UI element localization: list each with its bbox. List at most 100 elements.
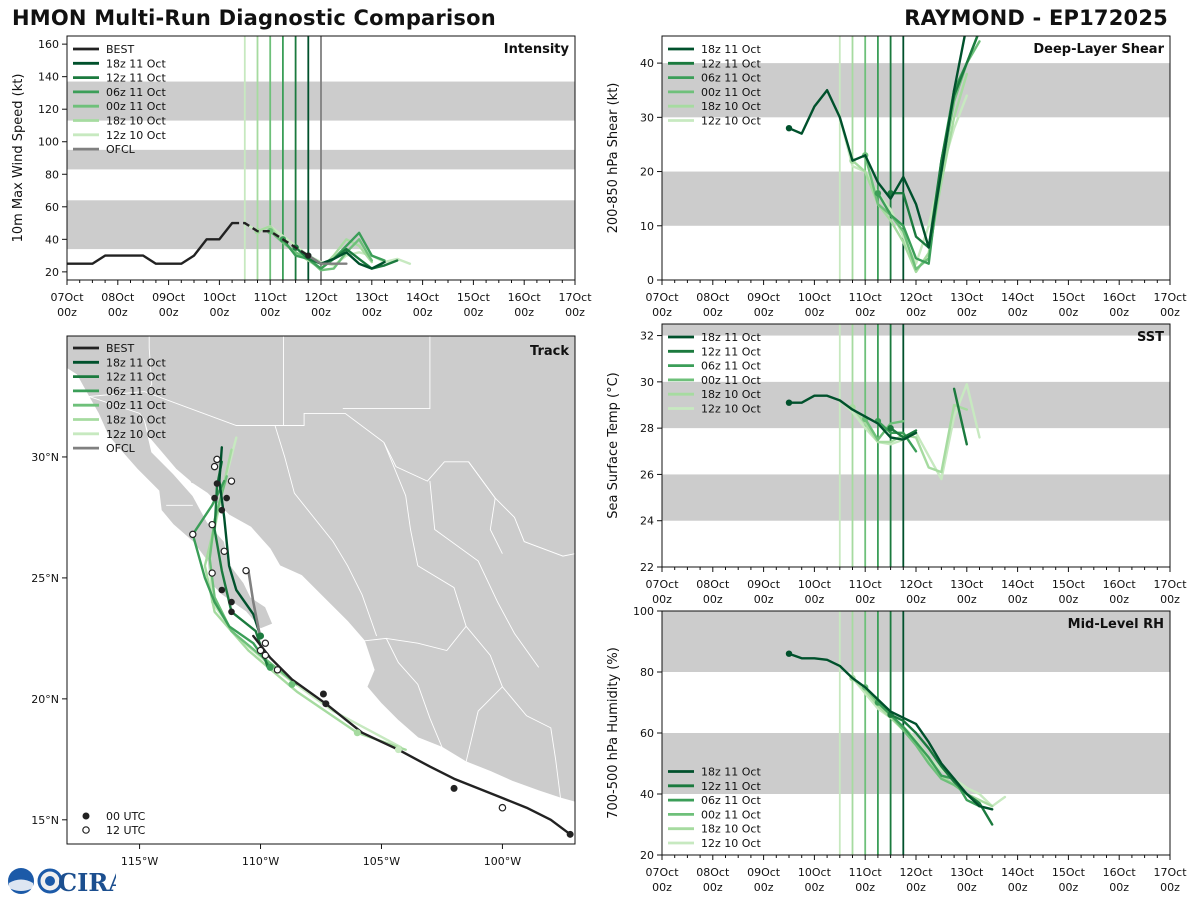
sst-xtick-label-2: 09Oct bbox=[747, 578, 781, 591]
sst-legend-label-4: 18z 10 Oct bbox=[701, 388, 761, 401]
track-00utc-point-4 bbox=[211, 494, 218, 502]
island-2 bbox=[53, 373, 57, 377]
intensity-series-ofcl bbox=[307, 254, 348, 265]
intensity-xtick-sublabel-1: 00z bbox=[108, 306, 128, 319]
track-best-point-00utc-0 bbox=[566, 830, 574, 838]
sst-xtick-label-8: 15Oct bbox=[1052, 578, 1086, 591]
shear-xtick-sublabel-2: 00z bbox=[754, 306, 774, 319]
shear-band-0 bbox=[662, 171, 1170, 226]
shear-xtick-label-5: 12Oct bbox=[899, 291, 933, 304]
track-init-point-4 bbox=[257, 632, 265, 640]
rh-xtick-label-10: 17Oct bbox=[1153, 866, 1187, 879]
rh-xtick-label-0: 07Oct bbox=[645, 866, 679, 879]
intensity-best-latest-point bbox=[305, 252, 312, 259]
sst-xtick-label-7: 14Oct bbox=[1001, 578, 1035, 591]
rh-series-12z-11-oct bbox=[889, 713, 994, 826]
sst-xtick-sublabel-10: 00z bbox=[1160, 593, 1180, 606]
rh-panel: 07Oct 00z 08Oct 00z 09Oct 00z 10Oct 00z 11Oct 00z… bbox=[606, 605, 1187, 894]
track-12utc-point-2 bbox=[256, 646, 265, 655]
track-00utc-point-3 bbox=[218, 506, 226, 514]
sst-xtick-sublabel-1: 00z bbox=[703, 593, 723, 606]
intensity-ytick-label-7: 160 bbox=[38, 38, 59, 51]
rh-xtick-label-6: 13Oct bbox=[950, 866, 984, 879]
intensity-legend-label-7: OFCL bbox=[106, 143, 136, 156]
shear-ylabel: 200-850 hPa Shear (kt) bbox=[606, 83, 621, 234]
track-plot-area bbox=[53, 336, 575, 838]
rh-xtick-sublabel-6: 00z bbox=[957, 881, 977, 894]
shear-xtick-sublabel-3: 00z bbox=[805, 306, 825, 319]
track-ytick-label-0: 15°N bbox=[31, 814, 59, 827]
sst-legend-label-5: 12z 10 Oct bbox=[701, 403, 761, 416]
shear-xtick-sublabel-4: 00z bbox=[855, 306, 875, 319]
shear-xtick-sublabel-9: 00z bbox=[1109, 306, 1129, 319]
sst-band-0 bbox=[662, 474, 1170, 521]
storm-title: RAYMOND - EP172025 bbox=[904, 6, 1168, 30]
rh-legend-label-5: 12z 10 Oct bbox=[701, 837, 761, 850]
track-series-06z-11-oct bbox=[191, 479, 272, 669]
shear-title: Deep-Layer Shear bbox=[1033, 42, 1164, 57]
shear-xtick-label-1: 08Oct bbox=[696, 291, 730, 304]
rh-init-point-0 bbox=[785, 650, 793, 657]
shear-xtick-label-9: 16Oct bbox=[1103, 291, 1137, 304]
rh-xtick-sublabel-7: 00z bbox=[1008, 881, 1028, 894]
track-init-point-0 bbox=[394, 746, 402, 754]
rh-plot-area bbox=[662, 611, 1170, 855]
track-12utc-point-4 bbox=[242, 566, 250, 575]
track-12utc-point-3 bbox=[261, 639, 270, 647]
shear-init-point-2 bbox=[874, 190, 882, 197]
track-panel: 115°W 110°W 105°W 100°W 15°N 20°N 25°N 30°N Trac… bbox=[31, 335, 576, 868]
track-series-18z-11-oct bbox=[218, 446, 262, 638]
border-line-7 bbox=[364, 637, 443, 748]
intensity-title: Intensity bbox=[504, 42, 570, 57]
sst-series-12z-11-oct bbox=[889, 387, 968, 446]
intensity-xtick-sublabel-5: 00z bbox=[311, 306, 331, 319]
intensity-xtick-sublabel-0: 00z bbox=[57, 306, 77, 319]
intensity-xtick-label-5: 12Oct bbox=[304, 291, 338, 304]
track-legend-00utc-label: 00 UTC bbox=[106, 810, 146, 823]
shear-plot-area bbox=[662, 36, 1170, 280]
sst-init-point-1 bbox=[887, 424, 894, 432]
track-legend-label-0: BEST bbox=[106, 342, 134, 355]
rh-xtick-label-9: 16Oct bbox=[1103, 866, 1137, 879]
track-best-point-12utc-1 bbox=[498, 803, 507, 812]
sst-ytick-label-3: 28 bbox=[640, 422, 654, 435]
intensity-xtick-label-10: 17Oct bbox=[558, 291, 592, 304]
track-12utc-point-0 bbox=[273, 666, 282, 674]
track-init-point-3 bbox=[266, 663, 274, 671]
track-title: Track bbox=[530, 344, 569, 359]
intensity-xtick-sublabel-9: 00z bbox=[514, 306, 534, 319]
border-line-4 bbox=[274, 425, 378, 637]
track-12utc-point-9 bbox=[227, 477, 236, 485]
rh-legend-label-4: 18z 10 Oct bbox=[701, 823, 761, 836]
rh-legend-label-3: 00z 11 Oct bbox=[701, 808, 761, 821]
sst-xtick-label-5: 12Oct bbox=[899, 578, 933, 591]
sst-xtick-label-9: 16Oct bbox=[1103, 578, 1137, 591]
rh-xtick-sublabel-10: 00z bbox=[1160, 881, 1180, 894]
track-12utc-point-6 bbox=[208, 569, 216, 577]
intensity-xtick-label-8: 15Oct bbox=[457, 291, 491, 304]
rh-legend-label-0: 18z 11 Oct bbox=[701, 766, 761, 779]
rh-ytick-label-4: 100 bbox=[633, 605, 654, 618]
intensity-xtick-label-3: 10Oct bbox=[203, 291, 237, 304]
sst-panel: 07Oct 00z 08Oct 00z 09Oct 00z 10Oct 00z 11Oct 00z… bbox=[606, 323, 1187, 606]
track-legend-label-3: 06z 11 Oct bbox=[106, 385, 166, 398]
rh-series-06z-11-oct bbox=[876, 701, 981, 808]
rh-ytick-label-2: 60 bbox=[640, 727, 654, 740]
track-best-point-00utc-4 bbox=[322, 700, 330, 708]
border-line-3 bbox=[342, 336, 431, 410]
intensity-ytick-label-1: 40 bbox=[45, 233, 59, 246]
intensity-series-best bbox=[67, 221, 234, 265]
sst-xtick-sublabel-7: 00z bbox=[1008, 593, 1028, 606]
intensity-xtick-label-2: 09Oct bbox=[152, 291, 186, 304]
shear-xtick-sublabel-1: 00z bbox=[703, 306, 723, 319]
shear-xtick-label-10: 17Oct bbox=[1153, 291, 1187, 304]
track-series-best bbox=[252, 634, 572, 836]
intensity-xtick-label-0: 07Oct bbox=[50, 291, 84, 304]
rh-ytick-label-1: 40 bbox=[640, 788, 654, 801]
sst-ylabel: Sea Surface Temp (°C) bbox=[606, 372, 621, 519]
shear-series-18z-11-oct bbox=[787, 36, 966, 249]
shear-xtick-sublabel-7: 00z bbox=[1008, 306, 1028, 319]
shear-xtick-label-8: 15Oct bbox=[1052, 291, 1086, 304]
rh-series-18z-11-oct bbox=[787, 652, 994, 811]
